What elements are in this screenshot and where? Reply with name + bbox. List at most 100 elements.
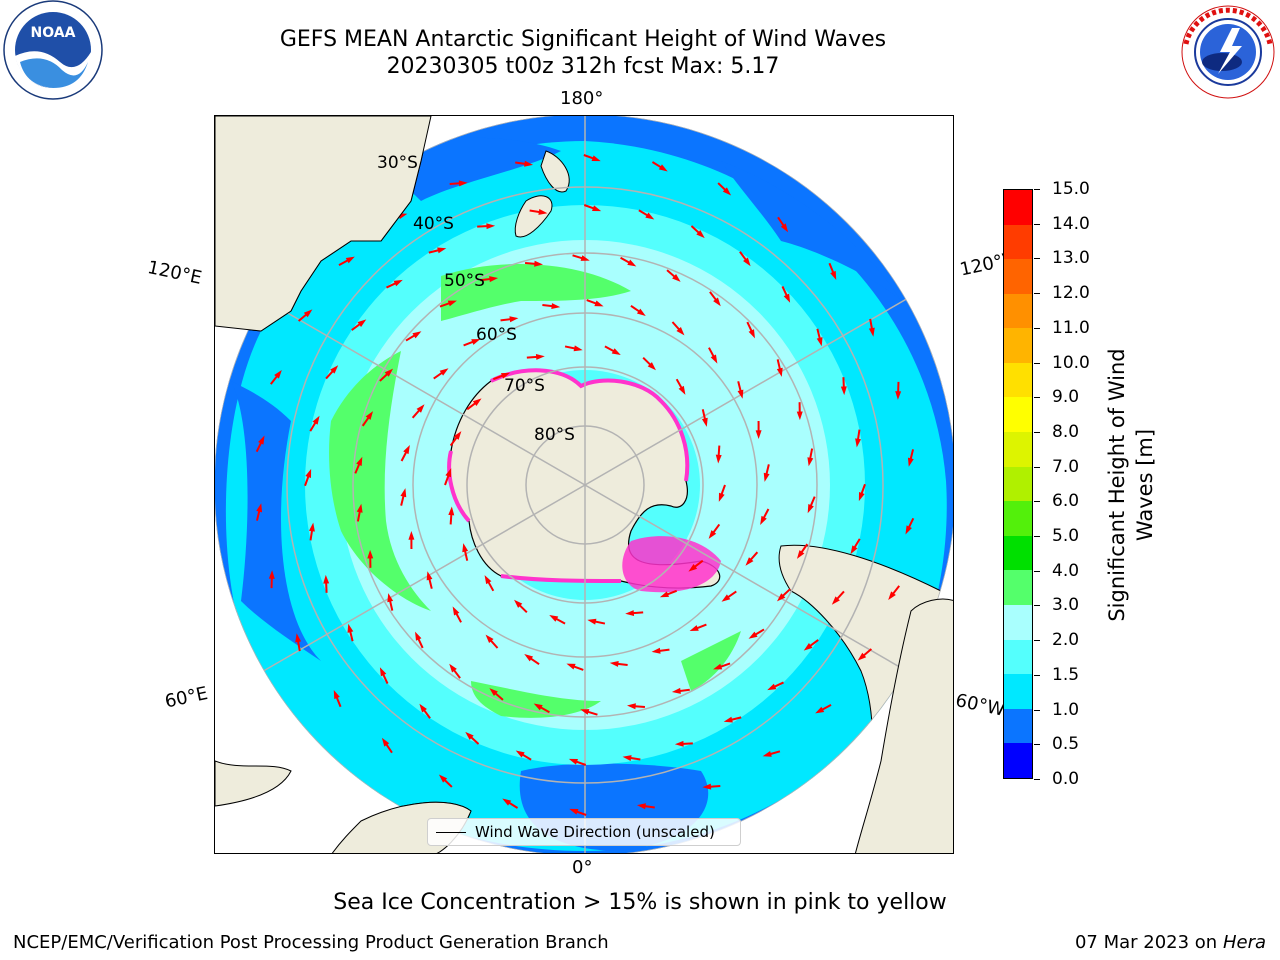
wind-arrow-head bbox=[855, 438, 862, 448]
wind-arrow-head bbox=[755, 430, 762, 439]
colorbar-tick: 14.0 bbox=[1034, 214, 1090, 234]
colorbar bbox=[1003, 189, 1033, 779]
lon-label-60e: 60°E bbox=[163, 683, 210, 713]
wind-arrow-head bbox=[857, 652, 867, 661]
australia-outer bbox=[215, 116, 432, 332]
wind-arrow-head bbox=[514, 599, 523, 608]
lat-label-60s: 60°S bbox=[476, 325, 517, 345]
wind-arrow-head bbox=[594, 300, 604, 307]
colorbar-tick: 4.0 bbox=[1034, 561, 1079, 581]
wind-arrow-head bbox=[671, 687, 681, 694]
wind-arrow-head bbox=[625, 610, 635, 617]
chart-title: GEFS MEAN Antarctic Significant Height o… bbox=[279, 27, 887, 52]
wind-arrow-head bbox=[611, 348, 621, 355]
wind-arrow-head bbox=[569, 808, 579, 815]
wind-arrow-head bbox=[312, 415, 320, 425]
wind-arrow-head bbox=[807, 504, 814, 514]
colorbar-segment bbox=[1004, 708, 1032, 744]
wind-arrow-head bbox=[868, 327, 875, 337]
wind-arrow-head bbox=[381, 737, 390, 747]
colorbar-tick: 0.5 bbox=[1034, 734, 1079, 754]
wind-arrow-head bbox=[365, 411, 374, 420]
wind-arrow-head bbox=[580, 709, 590, 715]
wind-arrow-head bbox=[807, 457, 814, 467]
colorbar-tick: 8.0 bbox=[1034, 422, 1079, 442]
colorbar-segment bbox=[1004, 501, 1032, 536]
nws-logo-icon bbox=[1181, 5, 1275, 99]
wind-arrow-head bbox=[710, 354, 718, 364]
footer-date-text: 07 Mar 2023 on bbox=[1074, 932, 1218, 953]
noaa-logo-text: NOAA bbox=[31, 25, 76, 41]
wind-arrow-head bbox=[551, 303, 561, 310]
colorbar-tick: 1.5 bbox=[1034, 665, 1079, 685]
lon-label-120e: 120°E bbox=[145, 257, 204, 289]
colorbar-segment bbox=[1004, 466, 1032, 502]
wind-arrow-head bbox=[592, 205, 602, 212]
sea-ice-caption: Sea Ice Concentration > 15% is shown in … bbox=[333, 890, 947, 915]
wind-arrow-head bbox=[783, 293, 791, 303]
wind-arrow-head bbox=[453, 431, 462, 440]
wind-arrow-head bbox=[737, 389, 744, 399]
wind-arrow-head bbox=[803, 643, 813, 651]
colorbar-tick: 11.0 bbox=[1034, 318, 1090, 338]
wind-arrow-head bbox=[831, 596, 840, 605]
wind-arrow-head bbox=[888, 591, 896, 601]
wind-arrow-head bbox=[303, 309, 313, 318]
wind-arrow-head bbox=[830, 270, 837, 280]
wind-arrow-head bbox=[323, 574, 330, 584]
colorbar-segment bbox=[1004, 224, 1032, 260]
wind-arrow-head bbox=[591, 155, 601, 162]
colorbar-segment bbox=[1004, 397, 1032, 433]
wind-arrow-head bbox=[524, 160, 534, 167]
lon-label-60w: 60°W bbox=[953, 690, 1007, 721]
wind-arrow-head bbox=[379, 667, 387, 677]
wind-arrow-head bbox=[796, 550, 805, 559]
wind-arrow-head bbox=[895, 391, 902, 400]
wind-arrow-head bbox=[538, 208, 548, 215]
wind-arrow-head bbox=[748, 329, 755, 339]
wind-arrow-head bbox=[330, 365, 339, 374]
footer-org: NCEP/EMC/Verification Post Processing Pr… bbox=[13, 932, 609, 953]
wind-arrow-head bbox=[484, 575, 492, 585]
lat-label-40s: 40°S bbox=[413, 214, 454, 234]
wind-arrow-head bbox=[776, 593, 786, 602]
wind-arrow-head bbox=[568, 758, 578, 765]
colorbar-segment bbox=[1004, 535, 1032, 571]
colorbar-tick: 13.0 bbox=[1034, 248, 1090, 268]
colorbar-segment bbox=[1004, 674, 1032, 709]
wind-arrow-head bbox=[426, 571, 433, 581]
wind-arrow-head bbox=[356, 503, 363, 513]
sea-ice-edge bbox=[490, 368, 690, 482]
polar-map bbox=[215, 116, 953, 853]
wind-arrow-head bbox=[780, 223, 789, 233]
colorbar-tick: 9.0 bbox=[1034, 387, 1079, 407]
colorbar-label-line1: Significant Height of Wind bbox=[1105, 348, 1129, 622]
wind-arrow-head bbox=[416, 404, 425, 413]
lon-label-0: 0° bbox=[572, 857, 593, 878]
map-panel: 30°S 40°S 50°S 60°S 70°S 80°S bbox=[214, 115, 954, 854]
footer-host: Hera bbox=[1222, 932, 1266, 953]
wind-arrow-head bbox=[472, 398, 482, 407]
wind-arrow-head bbox=[658, 164, 668, 172]
wind-arrow-head bbox=[502, 798, 512, 806]
wind-arrow-head bbox=[748, 631, 758, 639]
wind-arrow-head bbox=[437, 247, 447, 254]
wind-arrow-head bbox=[524, 654, 534, 662]
wind-arrow-head bbox=[688, 563, 698, 572]
wind-arrow-head bbox=[767, 683, 777, 691]
wind-arrow-head bbox=[907, 457, 914, 467]
colorbar-segment bbox=[1004, 639, 1032, 675]
wind-arrow-head bbox=[256, 503, 263, 513]
wind-arrow-head bbox=[676, 326, 685, 336]
wind-arrow-head bbox=[763, 472, 770, 482]
wind-arrow-head bbox=[708, 530, 717, 539]
wind-arrow-head bbox=[850, 545, 858, 555]
wind-arrow-head bbox=[534, 260, 544, 267]
wind-arrow-head bbox=[715, 454, 722, 464]
south-america-outer bbox=[855, 598, 953, 853]
wind-arrow-head bbox=[347, 623, 354, 633]
wind-arrow-head bbox=[439, 368, 449, 376]
wind-arrow-head bbox=[465, 731, 474, 740]
wind-arrow-head bbox=[333, 690, 340, 700]
wind-arrow-head bbox=[672, 273, 681, 282]
